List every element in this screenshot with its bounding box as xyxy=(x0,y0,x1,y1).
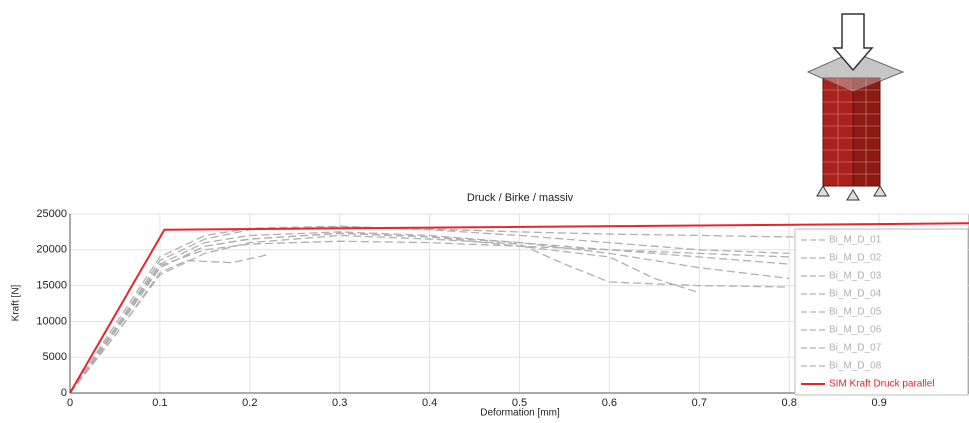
y-tick-label: 0 xyxy=(61,387,67,399)
x-tick-label: 0 xyxy=(67,397,73,409)
chart-title: Druck / Birke / massiv xyxy=(467,192,574,204)
legend-label: Bi_M_D_03 xyxy=(829,271,882,282)
y-tick-label: 10000 xyxy=(36,315,67,327)
legend-label: Bi_M_D_04 xyxy=(829,289,882,300)
series-line xyxy=(69,234,790,394)
legend-label: Bi_M_D_02 xyxy=(829,253,882,264)
legend-label: SIM Kraft Druck parallel xyxy=(829,379,935,390)
legend-label: Bi_M_D_01 xyxy=(829,235,882,246)
series-line xyxy=(69,226,969,394)
series-line xyxy=(69,240,790,394)
legend-label: Bi_M_D_08 xyxy=(829,361,882,372)
y-axis-label: Kraft [N] xyxy=(11,284,22,321)
x-tick-label: 0.1 xyxy=(152,397,167,409)
series-line xyxy=(69,225,790,394)
x-axis-label: Deformation [mm] xyxy=(480,408,560,419)
x-tick-label: 0.7 xyxy=(692,397,707,409)
x-tick-label: 0.9 xyxy=(871,397,886,409)
series-line xyxy=(69,222,969,394)
y-tick-label: 15000 xyxy=(36,280,67,292)
legend-label: Bi_M_D_06 xyxy=(829,325,882,336)
x-tick-label: 0.4 xyxy=(422,397,437,409)
x-tick-label: 0.3 xyxy=(332,397,347,409)
x-tick-label: 0.6 xyxy=(602,397,617,409)
series-line xyxy=(69,254,268,394)
legend-label: Bi_M_D_07 xyxy=(829,343,882,354)
column-illustration xyxy=(806,13,905,201)
series-line xyxy=(69,231,790,394)
x-tick-label: 0.2 xyxy=(242,397,257,409)
x-tick-label: 0.8 xyxy=(782,397,797,409)
series-line xyxy=(69,232,700,394)
y-tick-label: 5000 xyxy=(43,351,67,363)
legend-label: Bi_M_D_05 xyxy=(829,307,882,318)
y-tick-label: 25000 xyxy=(36,208,67,220)
y-tick-label: 20000 xyxy=(36,244,67,256)
x-tick-label: 0.5 xyxy=(512,397,527,409)
